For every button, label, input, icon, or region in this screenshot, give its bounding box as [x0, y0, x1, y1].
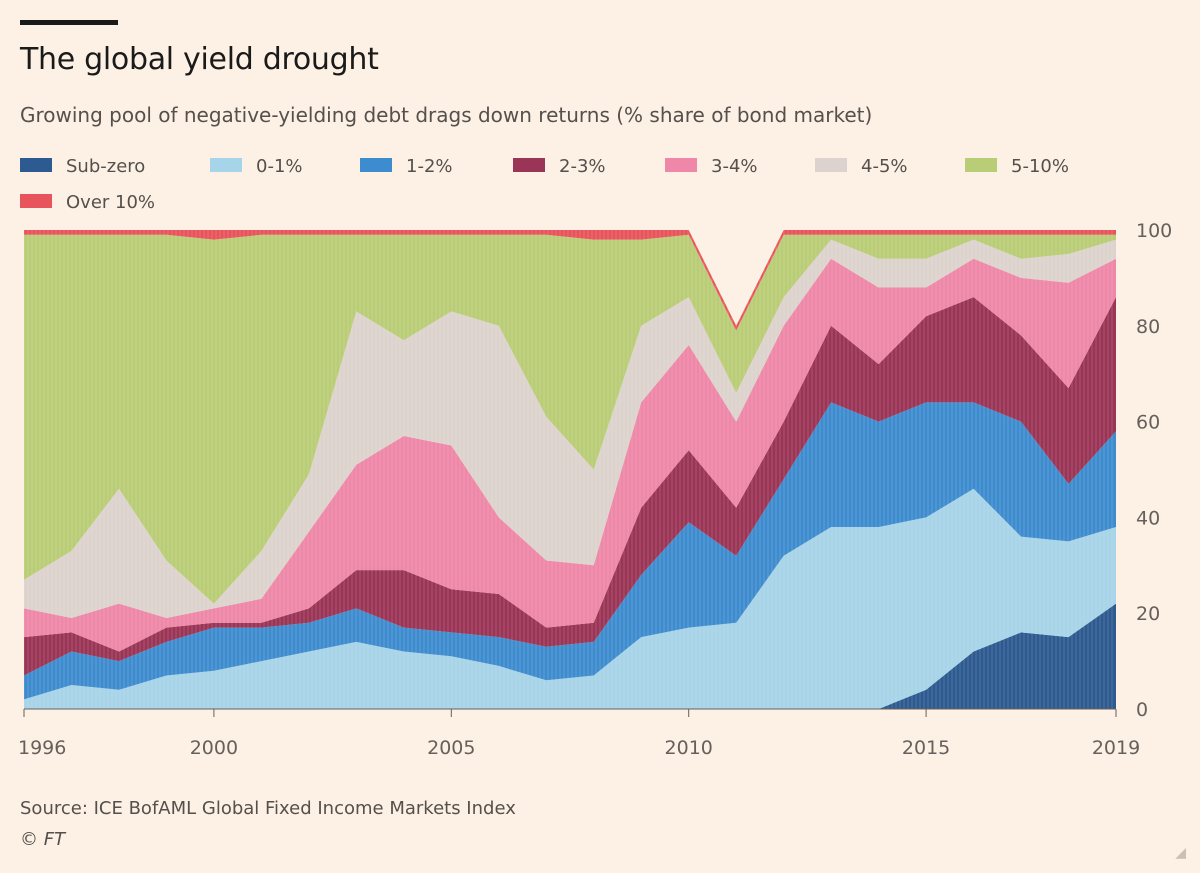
series-area-3-4	[24, 258, 1116, 652]
source-note: Source: ICE BofAML Global Fixed Income M…	[20, 798, 516, 819]
legend-swatch-over-10	[20, 194, 52, 208]
x-tick-label-1996: 1996	[18, 737, 66, 759]
x-tick-label-2015: 2015	[902, 737, 950, 759]
legend-swatch-2-3	[513, 158, 545, 172]
y-tick-label-60: 60	[1136, 412, 1160, 434]
corner-mark-icon: ◢	[1175, 845, 1186, 861]
legend-swatch-0-1	[210, 158, 242, 172]
x-tick-label-2010: 2010	[665, 737, 713, 759]
legend-item-sub-zero: Sub-zero	[20, 156, 145, 177]
legend-item-3-4: 3-4%	[665, 156, 758, 177]
legend-swatch-4-5	[815, 158, 847, 172]
y-tick-label-0: 0	[1136, 699, 1148, 721]
x-tick-label-2019: 2019	[1092, 737, 1140, 759]
bar-texture	[23, 230, 1113, 709]
legend-item-1-2: 1-2%	[360, 156, 453, 177]
chart-title: The global yield drought	[20, 42, 379, 77]
legend-label-0-1: 0-1%	[256, 156, 303, 177]
y-tick-label-40: 40	[1136, 507, 1160, 529]
legend-label-4-5: 4-5%	[861, 156, 908, 177]
legend-label-over-10: Over 10%	[66, 192, 156, 213]
legend-label-sub-zero: Sub-zero	[66, 156, 146, 177]
legend-label-3-4: 3-4%	[711, 156, 758, 177]
series-area-1-2	[24, 402, 1116, 700]
series-area-2-3	[24, 297, 1116, 676]
ft-credit: © FT	[20, 829, 66, 850]
series-area-0-1	[24, 488, 1116, 709]
legend-swatch-1-2	[360, 158, 392, 172]
y-tick-label-100: 100	[1136, 220, 1172, 242]
ft-top-rule	[20, 20, 118, 25]
series-area-5-10	[24, 234, 1116, 604]
legend-item-over-10: Over 10%	[20, 192, 155, 213]
x-tick-label-2005: 2005	[427, 737, 475, 759]
legend-label-5-10: 5-10%	[1011, 156, 1069, 177]
legend-item-4-5: 4-5%	[815, 156, 908, 177]
y-tick-label-80: 80	[1136, 316, 1160, 338]
legend-swatch-sub-zero	[20, 158, 52, 172]
series-area-4-5	[24, 239, 1116, 618]
x-tick-label-2000: 2000	[190, 737, 238, 759]
legend-item-0-1: 0-1%	[210, 156, 303, 177]
series-area-sub-zero	[24, 603, 1116, 709]
legend-label-1-2: 1-2%	[406, 156, 453, 177]
legend-item-5-10: 5-10%	[965, 156, 1069, 177]
legend-item-2-3: 2-3%	[513, 156, 606, 177]
legend-label-2-3: 2-3%	[559, 156, 606, 177]
chart-subtitle: Growing pool of negative-yielding debt d…	[20, 103, 873, 127]
legend-swatch-5-10	[965, 158, 997, 172]
legend-swatch-3-4	[665, 158, 697, 172]
y-tick-label-20: 20	[1136, 603, 1160, 625]
